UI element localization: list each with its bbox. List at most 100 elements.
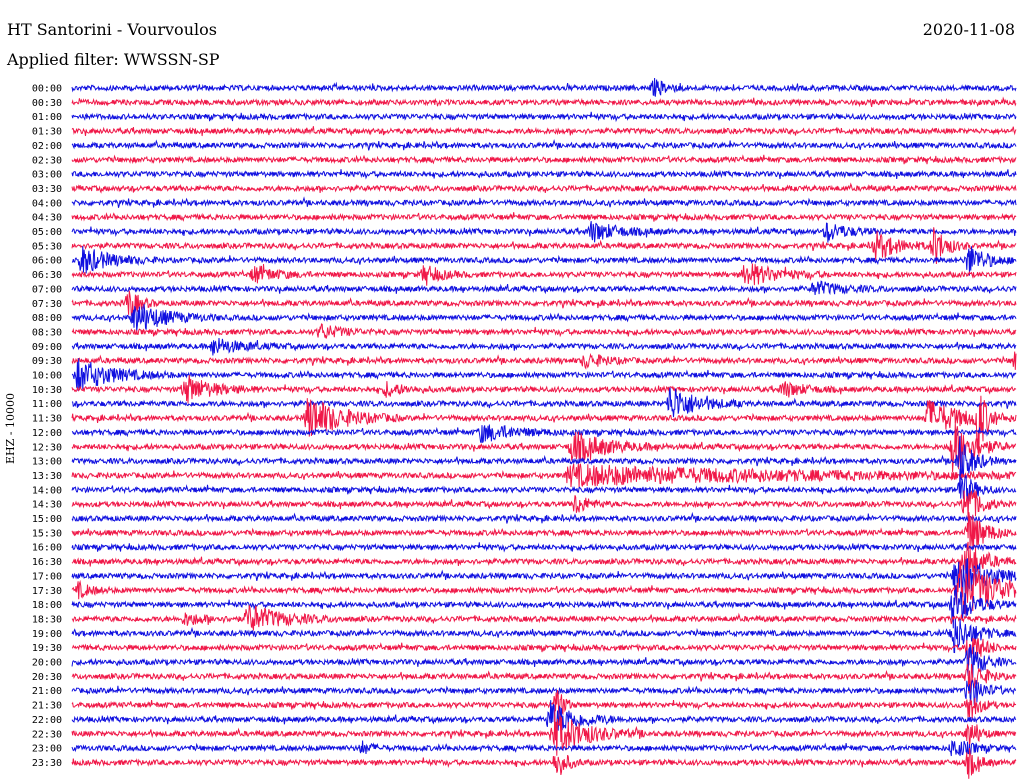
time-tick-label: 17:30 bbox=[32, 586, 62, 597]
trace-row-0630 bbox=[71, 263, 1017, 286]
time-tick-label: 02:00 bbox=[32, 141, 62, 152]
time-tick-label: 11:30 bbox=[32, 414, 62, 425]
time-tick-label: 17:00 bbox=[32, 571, 62, 582]
time-tick-label: 23:30 bbox=[32, 758, 62, 769]
time-tick-label: 18:00 bbox=[32, 600, 62, 611]
trace-row-2130 bbox=[71, 689, 1017, 723]
trace-row-1730 bbox=[71, 561, 1017, 615]
trace-row-0930 bbox=[71, 351, 1017, 370]
time-tick-label: 08:30 bbox=[32, 327, 62, 338]
time-tick-label: 06:00 bbox=[32, 256, 62, 267]
trace-row-1800 bbox=[71, 585, 1017, 629]
time-tick-label: 19:00 bbox=[32, 629, 62, 640]
time-tick-label: 09:30 bbox=[32, 356, 62, 367]
time-tick-label: 07:30 bbox=[32, 299, 62, 310]
time-tick-label: 10:00 bbox=[32, 371, 62, 382]
time-tick-label: 20:00 bbox=[32, 658, 62, 669]
trace-row-1430 bbox=[71, 489, 1017, 519]
time-tick-label: 15:00 bbox=[32, 514, 62, 525]
trace-row-1900 bbox=[71, 618, 1017, 654]
trace-row-0300 bbox=[71, 169, 1017, 180]
trace-row-1000 bbox=[71, 358, 1017, 391]
time-tick-label: 08:00 bbox=[32, 313, 62, 324]
time-tick-label: 21:30 bbox=[32, 701, 62, 712]
time-tick-label: 03:30 bbox=[32, 184, 62, 195]
time-tick-label: 03:00 bbox=[32, 170, 62, 181]
time-tick-label: 21:00 bbox=[32, 686, 62, 697]
date-label: 2020-11-08 bbox=[922, 20, 1015, 39]
trace-row-0800 bbox=[71, 304, 1017, 332]
time-tick-label: 05:30 bbox=[32, 241, 62, 252]
trace-row-1500 bbox=[71, 511, 1017, 524]
time-tick-label: 01:30 bbox=[32, 127, 62, 138]
time-tick-label: 23:00 bbox=[32, 744, 62, 755]
trace-row-0500 bbox=[71, 221, 1017, 243]
time-tick-label: 14:00 bbox=[32, 485, 62, 496]
trace-row-1200 bbox=[71, 424, 1017, 443]
trace-row-1700 bbox=[71, 558, 1017, 598]
time-tick-label: 11:00 bbox=[32, 399, 62, 410]
time-tick-label: 12:30 bbox=[32, 442, 62, 453]
time-tick-label: 02:30 bbox=[32, 155, 62, 166]
time-tick-label: 09:00 bbox=[32, 342, 62, 353]
trace-row-1130 bbox=[71, 395, 1017, 457]
time-tick-label: 16:00 bbox=[32, 543, 62, 554]
trace-row-1030 bbox=[71, 375, 1017, 404]
trace-row-0900 bbox=[71, 337, 1017, 356]
time-tick-label: 07:00 bbox=[32, 284, 62, 295]
trace-row-0530 bbox=[71, 227, 1017, 265]
trace-row-1630 bbox=[71, 541, 1017, 580]
trace-row-2000 bbox=[71, 644, 1017, 678]
trace-row-1530 bbox=[71, 512, 1017, 550]
trace-row-0400 bbox=[71, 196, 1017, 208]
trace-row-2200 bbox=[71, 700, 1017, 735]
trace-row-2230 bbox=[71, 710, 1017, 756]
station-title: HT Santorini - Vourvoulos bbox=[7, 20, 217, 39]
trace-row-1330 bbox=[71, 463, 1017, 488]
trace-row-2300 bbox=[71, 740, 1017, 757]
time-tick-label: 01:00 bbox=[32, 112, 62, 123]
trace-row-1230 bbox=[71, 421, 1017, 473]
time-tick-label: 05:00 bbox=[32, 227, 62, 238]
trace-row-1100 bbox=[71, 387, 1017, 418]
time-tick-label: 13:00 bbox=[32, 457, 62, 468]
time-tick-label: 04:30 bbox=[32, 213, 62, 224]
trace-row-0830 bbox=[71, 323, 1017, 339]
trace-row-0000 bbox=[71, 77, 1017, 97]
trace-row-0730 bbox=[71, 290, 1017, 318]
trace-row-0600 bbox=[71, 245, 1017, 276]
trace-row-2030 bbox=[71, 663, 1017, 694]
time-tick-label: 15:30 bbox=[32, 528, 62, 539]
time-tick-label: 18:30 bbox=[32, 614, 62, 625]
time-tick-label: 20:30 bbox=[32, 672, 62, 683]
time-tick-label: 06:30 bbox=[32, 270, 62, 281]
trace-row-0430 bbox=[71, 212, 1017, 222]
trace-row-1600 bbox=[71, 542, 1017, 553]
trace-row-0100 bbox=[71, 111, 1017, 123]
trace-row-0130 bbox=[71, 126, 1017, 137]
trace-row-1830 bbox=[71, 605, 1017, 631]
time-tick-label: 12:00 bbox=[32, 428, 62, 439]
time-tick-label: 16:30 bbox=[32, 557, 62, 568]
trace-row-0200 bbox=[71, 138, 1017, 151]
trace-row-0230 bbox=[71, 154, 1017, 165]
time-tick-label: 13:30 bbox=[32, 471, 62, 482]
time-tick-label: 14:30 bbox=[32, 500, 62, 511]
trace-row-2100 bbox=[71, 679, 1016, 705]
trace-row-2330 bbox=[71, 748, 1017, 779]
time-tick-label: 00:00 bbox=[32, 84, 62, 95]
trace-row-0700 bbox=[71, 280, 1017, 296]
time-tick-label: 00:30 bbox=[32, 98, 62, 109]
time-tick-label: 10:30 bbox=[32, 385, 62, 396]
filter-label: Applied filter: WWSSN-SP bbox=[7, 50, 220, 69]
time-tick-label: 04:00 bbox=[32, 198, 62, 209]
time-tick-label: 22:00 bbox=[32, 715, 62, 726]
trace-row-0030 bbox=[71, 96, 1017, 108]
trace-row-0330 bbox=[71, 182, 1017, 194]
trace-row-1400 bbox=[71, 468, 1017, 502]
time-tick-label: 22:30 bbox=[32, 729, 62, 740]
time-tick-label: 19:30 bbox=[32, 643, 62, 654]
trace-row-1930 bbox=[71, 638, 1017, 666]
trace-row-1300 bbox=[71, 435, 1017, 482]
